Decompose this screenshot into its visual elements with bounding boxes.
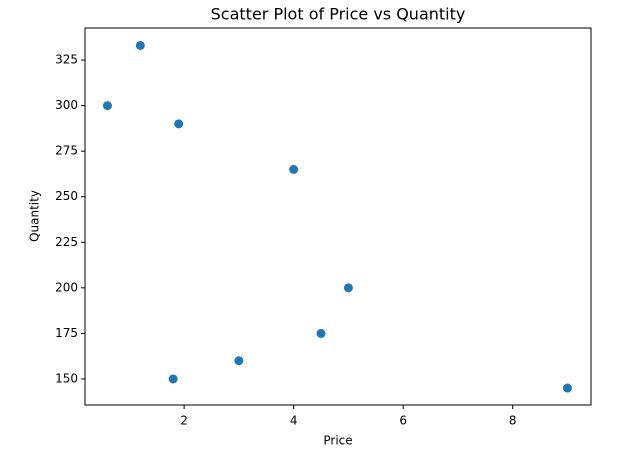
x-tick-label: 2 (180, 414, 188, 428)
x-tick-label: 6 (399, 414, 407, 428)
point (174, 119, 184, 129)
y-tick-label: 225 (55, 235, 78, 249)
point (343, 283, 353, 293)
y-tick-label: 150 (55, 371, 78, 385)
y-tick-label: 300 (55, 98, 78, 112)
point (135, 40, 145, 50)
point (168, 374, 178, 384)
point (234, 356, 244, 366)
point (289, 164, 299, 174)
x-axis-label: Price (323, 434, 352, 448)
point (316, 328, 326, 338)
x-tick-label: 4 (290, 414, 298, 428)
point (102, 101, 112, 111)
y-tick-label: 250 (55, 189, 78, 203)
y-tick-label: 325 (55, 53, 78, 67)
y-tick-label: 275 (55, 144, 78, 158)
y-tick-label: 200 (55, 280, 78, 294)
x-tick-label: 8 (509, 414, 517, 428)
point (562, 383, 572, 393)
y-tick-label: 175 (55, 326, 78, 340)
plot-frame (84, 27, 592, 406)
y-axis-label: Quantity (28, 190, 42, 242)
chart-title: Scatter Plot of Price vs Quantity (211, 5, 466, 24)
